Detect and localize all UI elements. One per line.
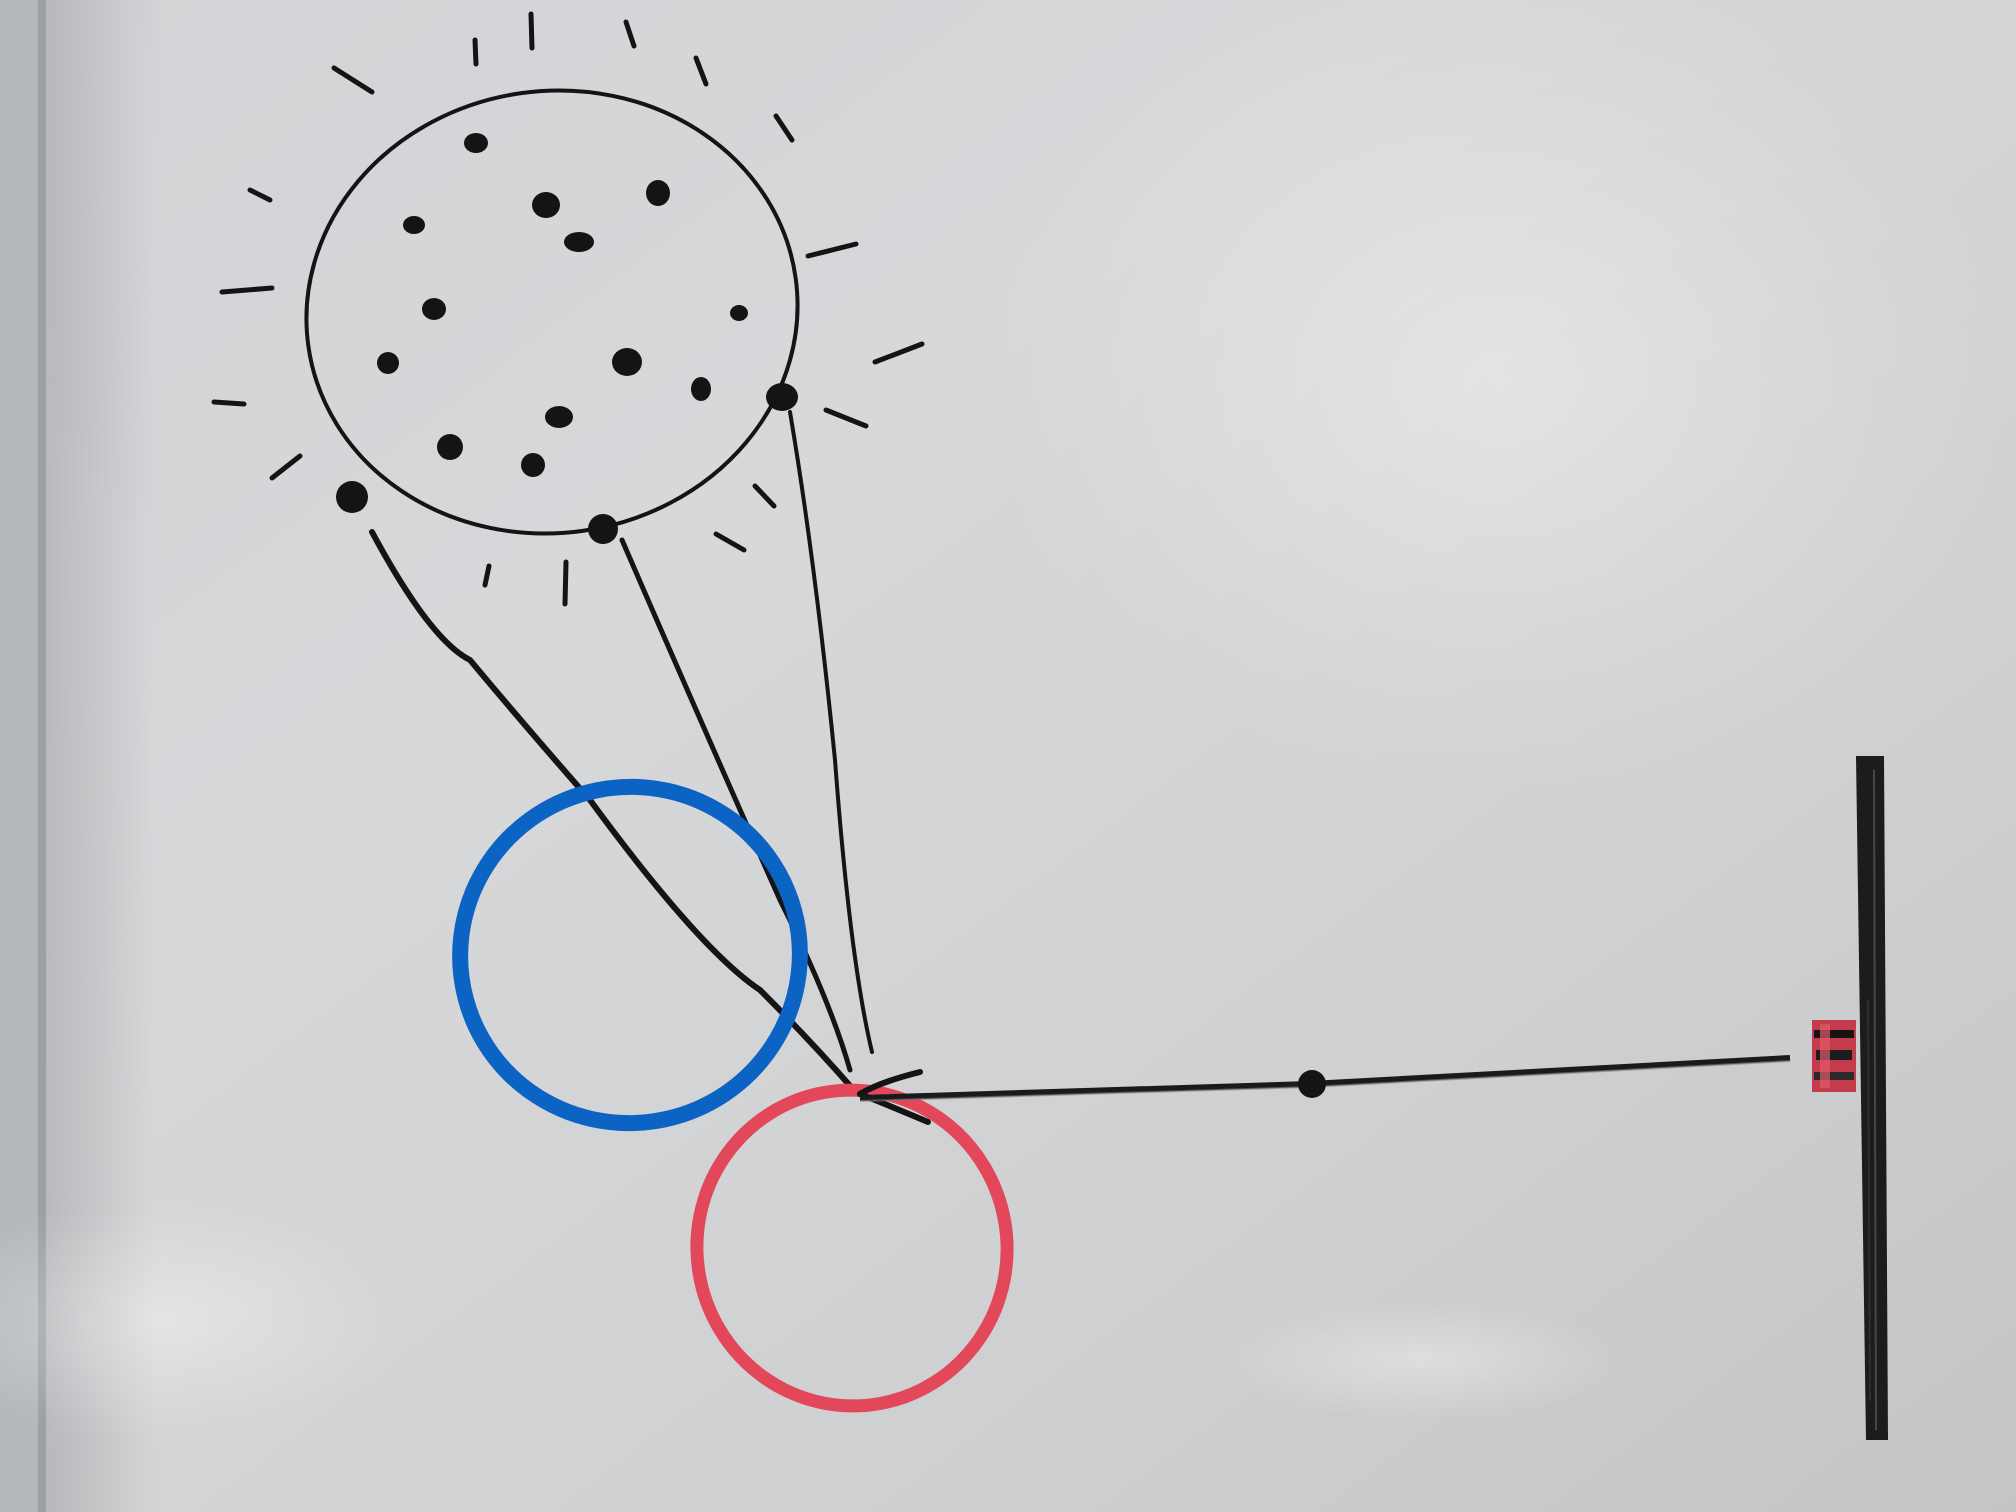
screen-red-mark <box>1812 1020 1856 1092</box>
sun-spots <box>336 133 798 544</box>
sun-rays <box>211 11 925 607</box>
ray-left <box>369 529 855 1091</box>
ray-right <box>788 410 874 1054</box>
light-reflection <box>980 0 2016 800</box>
red-circle <box>690 1083 1014 1413</box>
sun-drawing <box>211 11 925 607</box>
blue-circle <box>452 778 808 1132</box>
sun-circle <box>304 88 800 536</box>
ray-point <box>1298 1070 1326 1098</box>
screen-line <box>1856 756 1888 1440</box>
